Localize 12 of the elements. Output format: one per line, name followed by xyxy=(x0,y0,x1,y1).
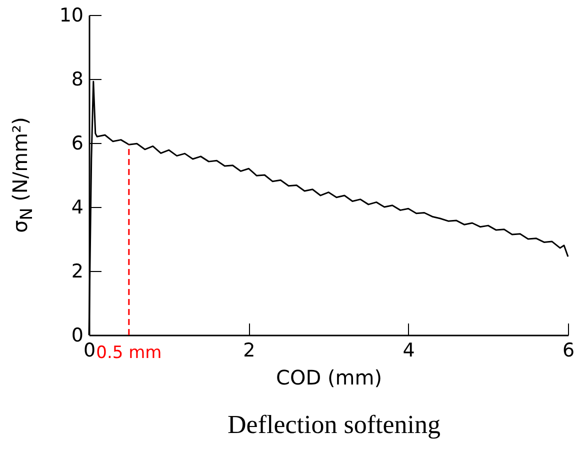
y-tick-label: 6 xyxy=(71,132,84,154)
x-tick-label: 6 xyxy=(562,340,575,362)
x-tick-label: 4 xyxy=(402,340,415,362)
y-tick-label: 8 xyxy=(71,68,84,90)
x-tick-label: 2 xyxy=(243,340,256,362)
ref-line-label: 0.5 mm xyxy=(96,343,162,363)
text: Deflection softening xyxy=(226,410,442,440)
y-tick-label: 10 xyxy=(59,4,84,26)
x-axis-title: COD (mm) xyxy=(276,366,382,390)
y-tick-label: 4 xyxy=(71,196,84,218)
y-tick-label: 2 xyxy=(71,260,84,282)
y-tick-label: 0 xyxy=(71,324,84,346)
